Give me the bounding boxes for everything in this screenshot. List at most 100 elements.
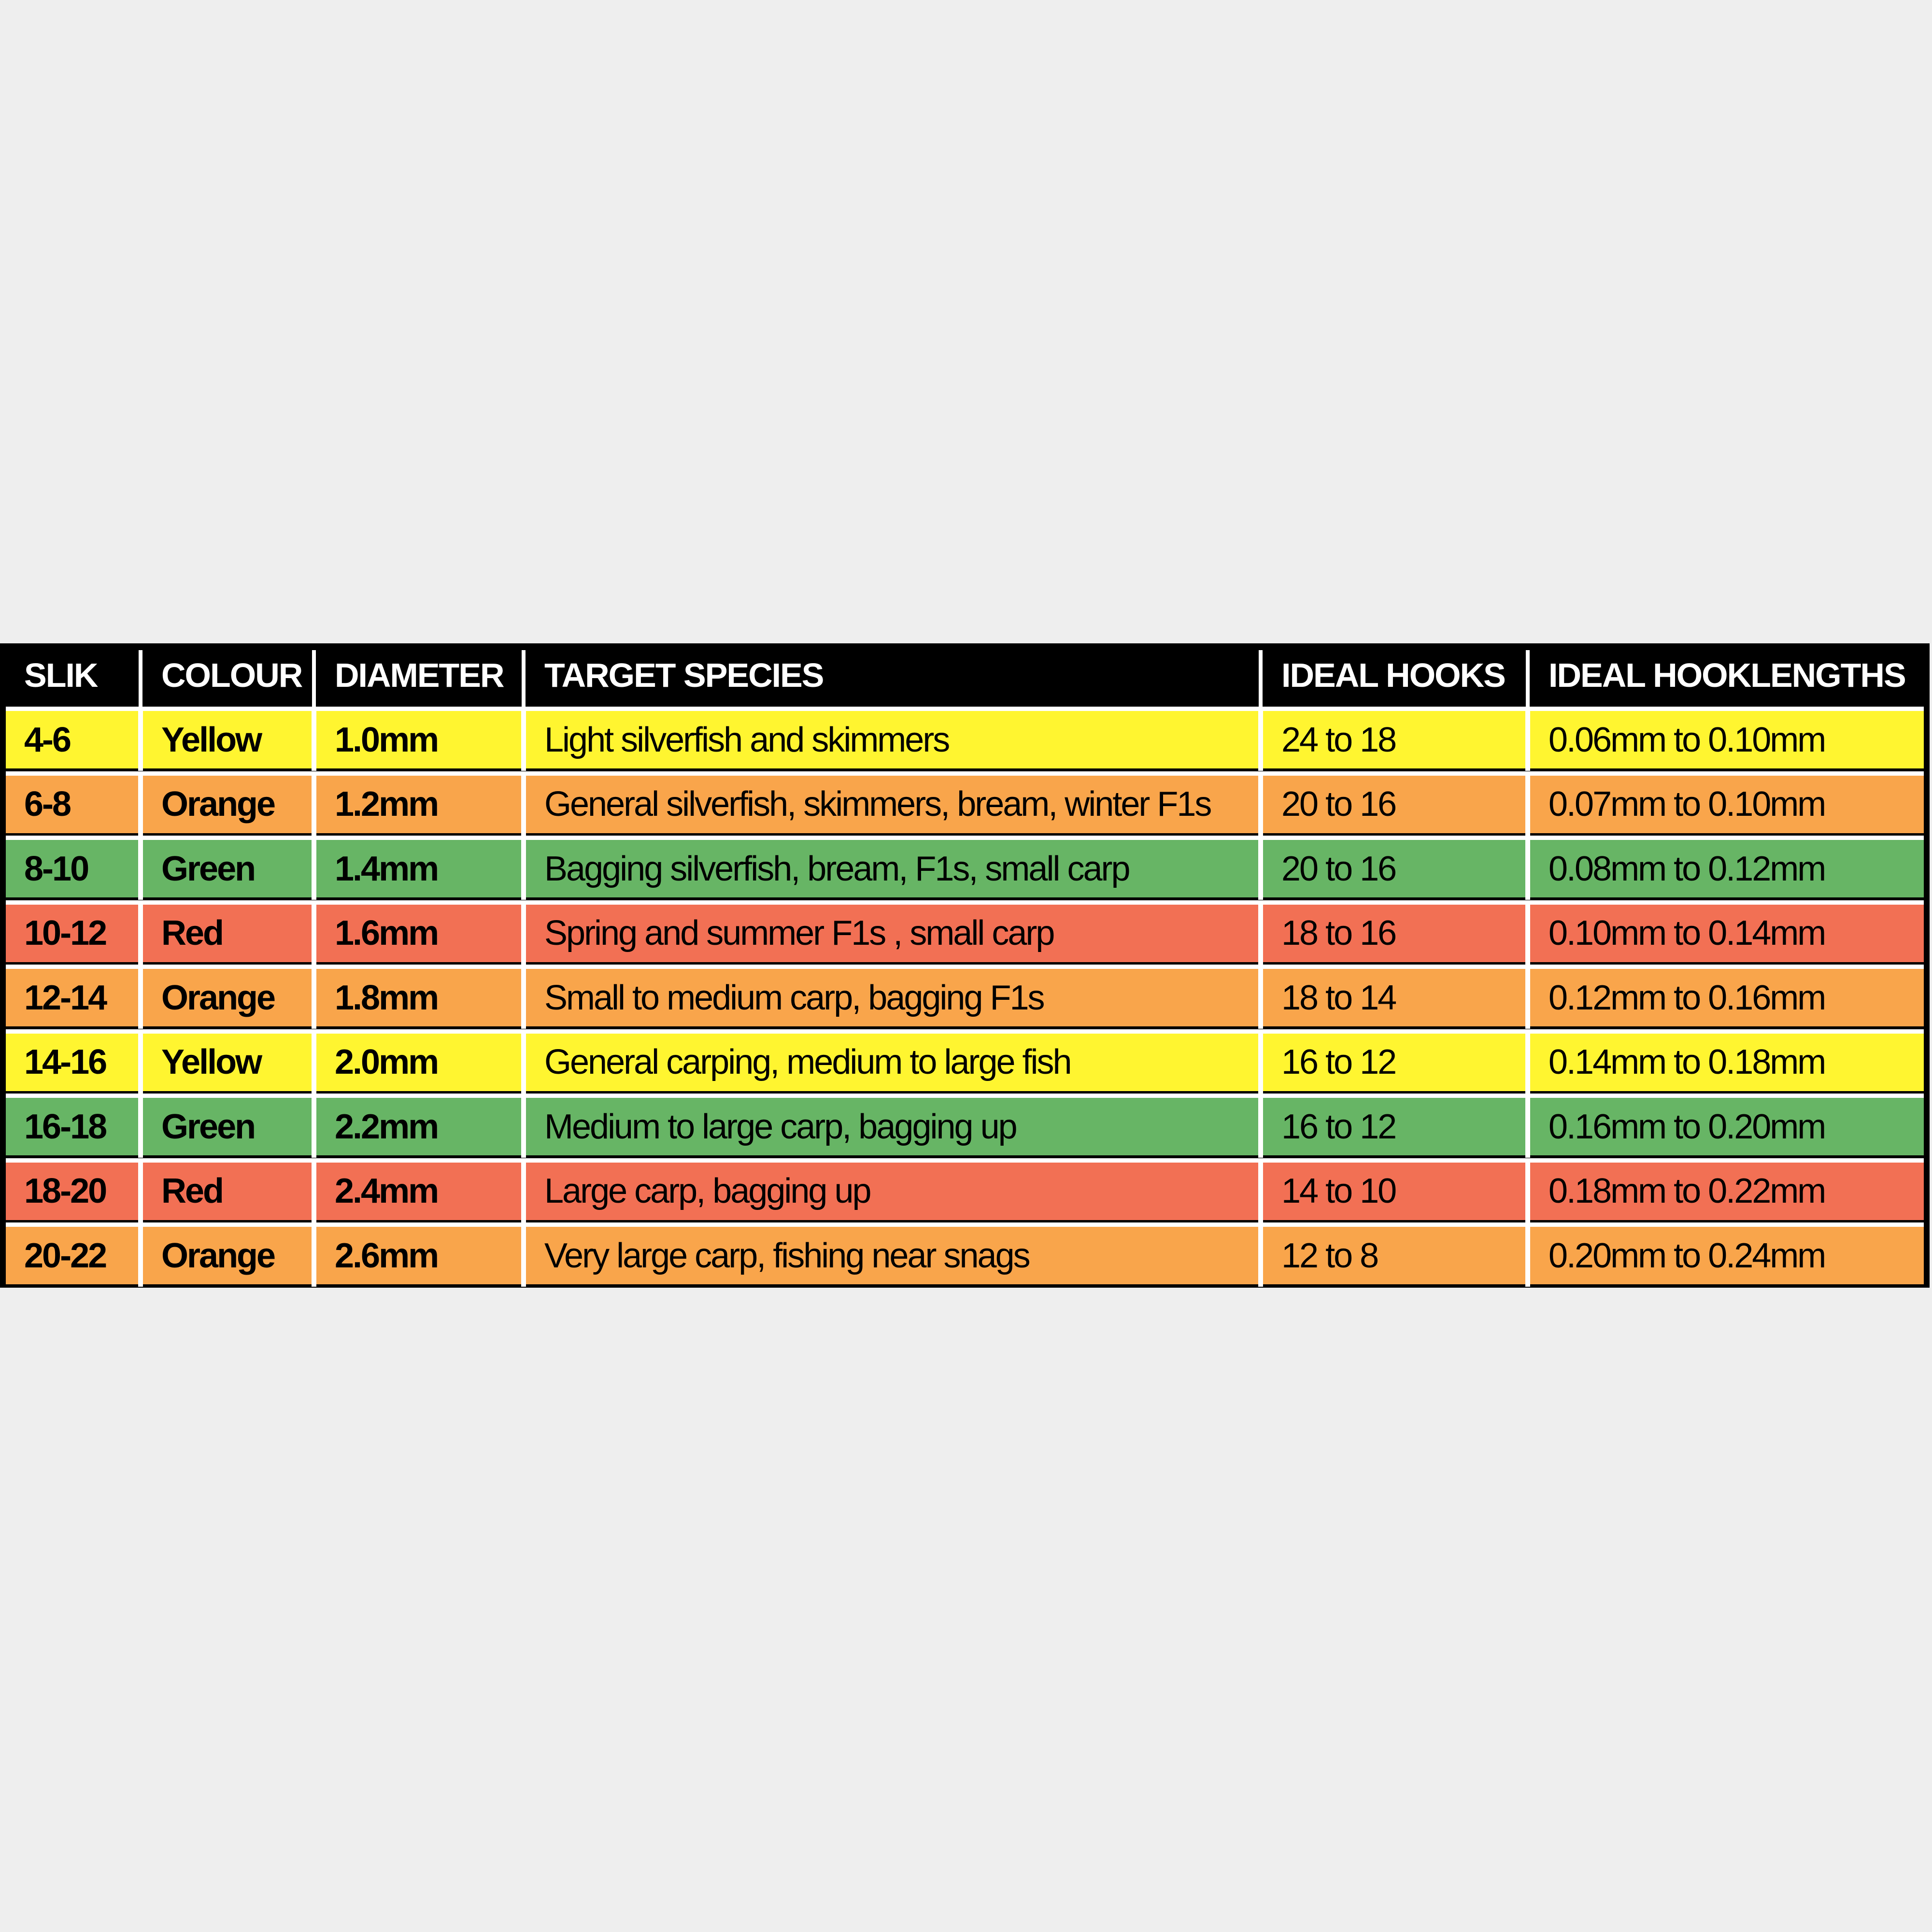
cell-colour: Yellow	[143, 711, 312, 768]
column-divider	[521, 1094, 526, 1158]
cell-target-species: Small to medium carp, bagging F1s	[526, 969, 1258, 1026]
column-divider	[1259, 650, 1263, 707]
slik-size-chart-table: SLIK COLOUR DIAMETER TARGET SPECIES IDEA…	[0, 643, 1930, 1288]
cell-target-species: Medium to large carp, bagging up	[526, 1098, 1258, 1155]
column-divider	[312, 1222, 316, 1287]
cell-ideal-hooklengths: 0.16mm to 0.20mm	[1530, 1098, 1924, 1155]
cell-diameter: 1.4mm	[316, 840, 521, 897]
cell-target-species: Large carp, bagging up	[526, 1162, 1258, 1220]
cell-diameter: 2.4mm	[316, 1162, 521, 1220]
cell-ideal-hooklengths: 0.06mm to 0.10mm	[1530, 711, 1924, 768]
column-divider	[312, 1094, 316, 1158]
cell-target-species: General carping, medium to large fish	[526, 1033, 1258, 1091]
table-row: 18-20 Red 2.4mm Large carp, bagging up 14 to…	[0, 1158, 1930, 1222]
column-divider	[522, 650, 526, 707]
column-divider	[1258, 1029, 1263, 1094]
table-row: 8-10 Green 1.4mm Bagging silverfish, bream,…	[0, 836, 1930, 900]
column-divider	[312, 1029, 316, 1094]
column-divider	[312, 1158, 316, 1222]
cell-slik: 16-18	[6, 1098, 138, 1155]
column-divider	[139, 650, 142, 707]
header-ideal-hooks: IDEAL HOOKS	[1281, 656, 1506, 694]
column-divider	[521, 836, 526, 900]
cell-diameter: 1.0mm	[316, 711, 521, 768]
row-divider	[6, 900, 1924, 905]
table-row: 12-14 Orange 1.8mm Small to medium carp, ba…	[0, 965, 1930, 1029]
cell-target-species: General silverfish, skimmers, bream, win…	[526, 775, 1258, 833]
row-divider	[6, 1029, 1924, 1034]
column-divider	[521, 707, 526, 771]
header-row: SLIK COLOUR DIAMETER TARGET SPECIES IDEA…	[0, 643, 1930, 707]
column-divider	[138, 1094, 143, 1158]
column-divider	[138, 771, 143, 836]
column-divider	[1525, 836, 1530, 900]
cell-ideal-hooklengths: 0.08mm to 0.12mm	[1530, 840, 1924, 897]
cell-target-species: Light silverfish and skimmers	[526, 711, 1258, 768]
column-divider	[1525, 1158, 1530, 1222]
column-divider	[1526, 650, 1530, 707]
cell-target-species: Spring and summer F1s , small carp	[526, 904, 1258, 962]
column-divider	[1258, 707, 1263, 771]
column-divider	[138, 965, 143, 1029]
column-divider	[1525, 900, 1530, 965]
table-row: 6-8 Orange 1.2mm General silverfish, skimme…	[0, 771, 1930, 836]
cell-ideal-hooklengths: 0.10mm to 0.14mm	[1530, 904, 1924, 962]
row-divider	[6, 1094, 1924, 1098]
cell-ideal-hooks: 18 to 14	[1263, 969, 1525, 1026]
column-divider	[1258, 1158, 1263, 1222]
column-divider	[312, 650, 316, 707]
cell-colour: Green	[143, 1098, 312, 1155]
cell-slik: 18-20	[6, 1162, 138, 1220]
row-divider	[6, 771, 1924, 776]
row-divider	[6, 965, 1924, 969]
cell-target-species: Bagging silverfish, bream, F1s, small ca…	[526, 840, 1258, 897]
row-divider	[6, 707, 1924, 711]
column-divider	[138, 1029, 143, 1094]
column-divider	[1258, 965, 1263, 1029]
column-divider	[521, 965, 526, 1029]
cell-ideal-hooks: 24 to 18	[1263, 711, 1525, 768]
cell-colour: Orange	[143, 969, 312, 1026]
cell-colour: Red	[143, 1162, 312, 1220]
cell-diameter: 2.2mm	[316, 1098, 521, 1155]
cell-diameter: 1.2mm	[316, 775, 521, 833]
column-divider	[521, 1158, 526, 1222]
column-divider	[138, 707, 143, 771]
column-divider	[1258, 771, 1263, 836]
cell-slik: 14-16	[6, 1033, 138, 1091]
cell-ideal-hooks: 14 to 10	[1263, 1162, 1525, 1220]
header-ideal-hooklengths: IDEAL HOOKLENGTHS	[1548, 656, 1906, 694]
column-divider	[1525, 965, 1530, 1029]
column-divider	[312, 771, 316, 836]
column-divider	[1525, 1094, 1530, 1158]
header-target-species: TARGET SPECIES	[544, 656, 824, 694]
column-divider	[521, 900, 526, 965]
column-divider	[138, 1158, 143, 1222]
header-diameter: DIAMETER	[335, 656, 505, 694]
cell-slik: 10-12	[6, 904, 138, 962]
row-divider	[6, 1158, 1924, 1163]
table-row: 10-12 Red 1.6mm Spring and summer F1s , sma…	[0, 900, 1930, 965]
cell-slik: 4-6	[6, 711, 138, 768]
cell-ideal-hooklengths: 0.20mm to 0.24mm	[1530, 1227, 1924, 1284]
cell-ideal-hooklengths: 0.14mm to 0.18mm	[1530, 1033, 1924, 1091]
cell-colour: Orange	[143, 775, 312, 833]
column-divider	[521, 771, 526, 836]
cell-slik: 12-14	[6, 969, 138, 1026]
column-divider	[312, 900, 316, 965]
column-divider	[1258, 1222, 1263, 1287]
column-divider	[1525, 1029, 1530, 1094]
column-divider	[521, 1222, 526, 1287]
cell-colour: Orange	[143, 1227, 312, 1284]
cell-ideal-hooklengths: 0.12mm to 0.16mm	[1530, 969, 1924, 1026]
cell-ideal-hooks: 16 to 12	[1263, 1098, 1525, 1155]
cell-colour: Yellow	[143, 1033, 312, 1091]
column-divider	[312, 965, 316, 1029]
column-divider	[312, 836, 316, 900]
cell-colour: Green	[143, 840, 312, 897]
cell-target-species: Very large carp, fishing near snags	[526, 1227, 1258, 1284]
cell-diameter: 2.0mm	[316, 1033, 521, 1091]
column-divider	[1525, 707, 1530, 771]
cell-diameter: 1.6mm	[316, 904, 521, 962]
cell-slik: 8-10	[6, 840, 138, 897]
